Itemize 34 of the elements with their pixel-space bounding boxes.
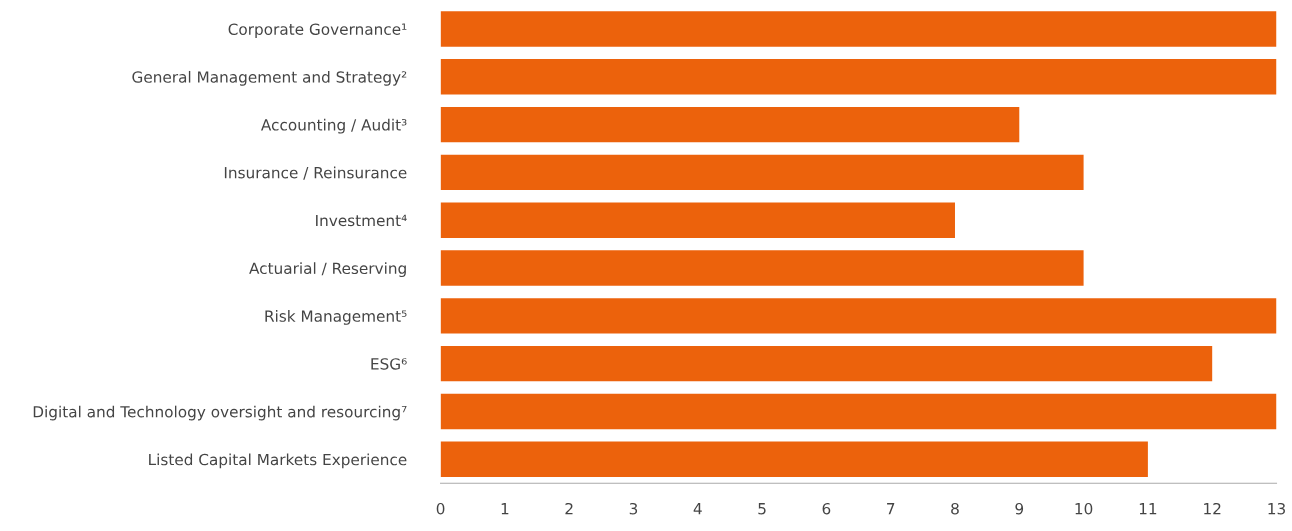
bar — [440, 393, 1277, 430]
y-tick-label: General Management and Strategy² — [132, 70, 407, 86]
y-tick-label: Digital and Technology oversight and resourcing⁷ — [33, 405, 407, 421]
bar — [440, 106, 1020, 143]
bar — [440, 441, 1148, 477]
x-tick-label: 2 — [565, 502, 573, 515]
y-tick-label: Actuarial / Reserving — [249, 262, 406, 278]
bar — [440, 59, 1277, 95]
x-tick-label: 3 — [629, 502, 638, 515]
bar — [440, 154, 1084, 191]
bar — [440, 298, 1277, 334]
bar — [440, 11, 1277, 47]
x-tick-label: 1 — [501, 503, 509, 515]
bar — [440, 345, 1213, 382]
y-tick-label: Listed Capital Markets Experience — [149, 453, 407, 469]
x-tick-label: 9 — [1015, 502, 1024, 515]
x-tick-label: 4 — [693, 503, 702, 515]
y-tick-label: Accounting / Audit³ — [261, 118, 407, 134]
x-tick-label: 10 — [1075, 502, 1093, 515]
bar — [440, 202, 955, 238]
x-tick-label: 11 — [1139, 503, 1157, 515]
y-tick-label: Risk Management⁵ — [265, 310, 407, 325]
y-tick-label: Corporate Governance¹ — [228, 23, 407, 38]
x-tick-label: 5 — [758, 503, 766, 515]
x-tick-label: 7 — [887, 503, 895, 515]
bar — [440, 250, 1084, 286]
y-tick-label: ESG⁶ — [371, 358, 407, 370]
x-tick-label: 13 — [1268, 502, 1285, 515]
x-tick-label: 0 — [436, 502, 445, 515]
x-tick-label: 6 — [822, 502, 831, 515]
y-tick-label: Insurance / Reinsurance — [224, 166, 407, 180]
x-tick-label: 12 — [1204, 502, 1221, 515]
x-tick-label: 8 — [951, 502, 959, 515]
y-tick-label: Investment⁴ — [316, 214, 407, 227]
